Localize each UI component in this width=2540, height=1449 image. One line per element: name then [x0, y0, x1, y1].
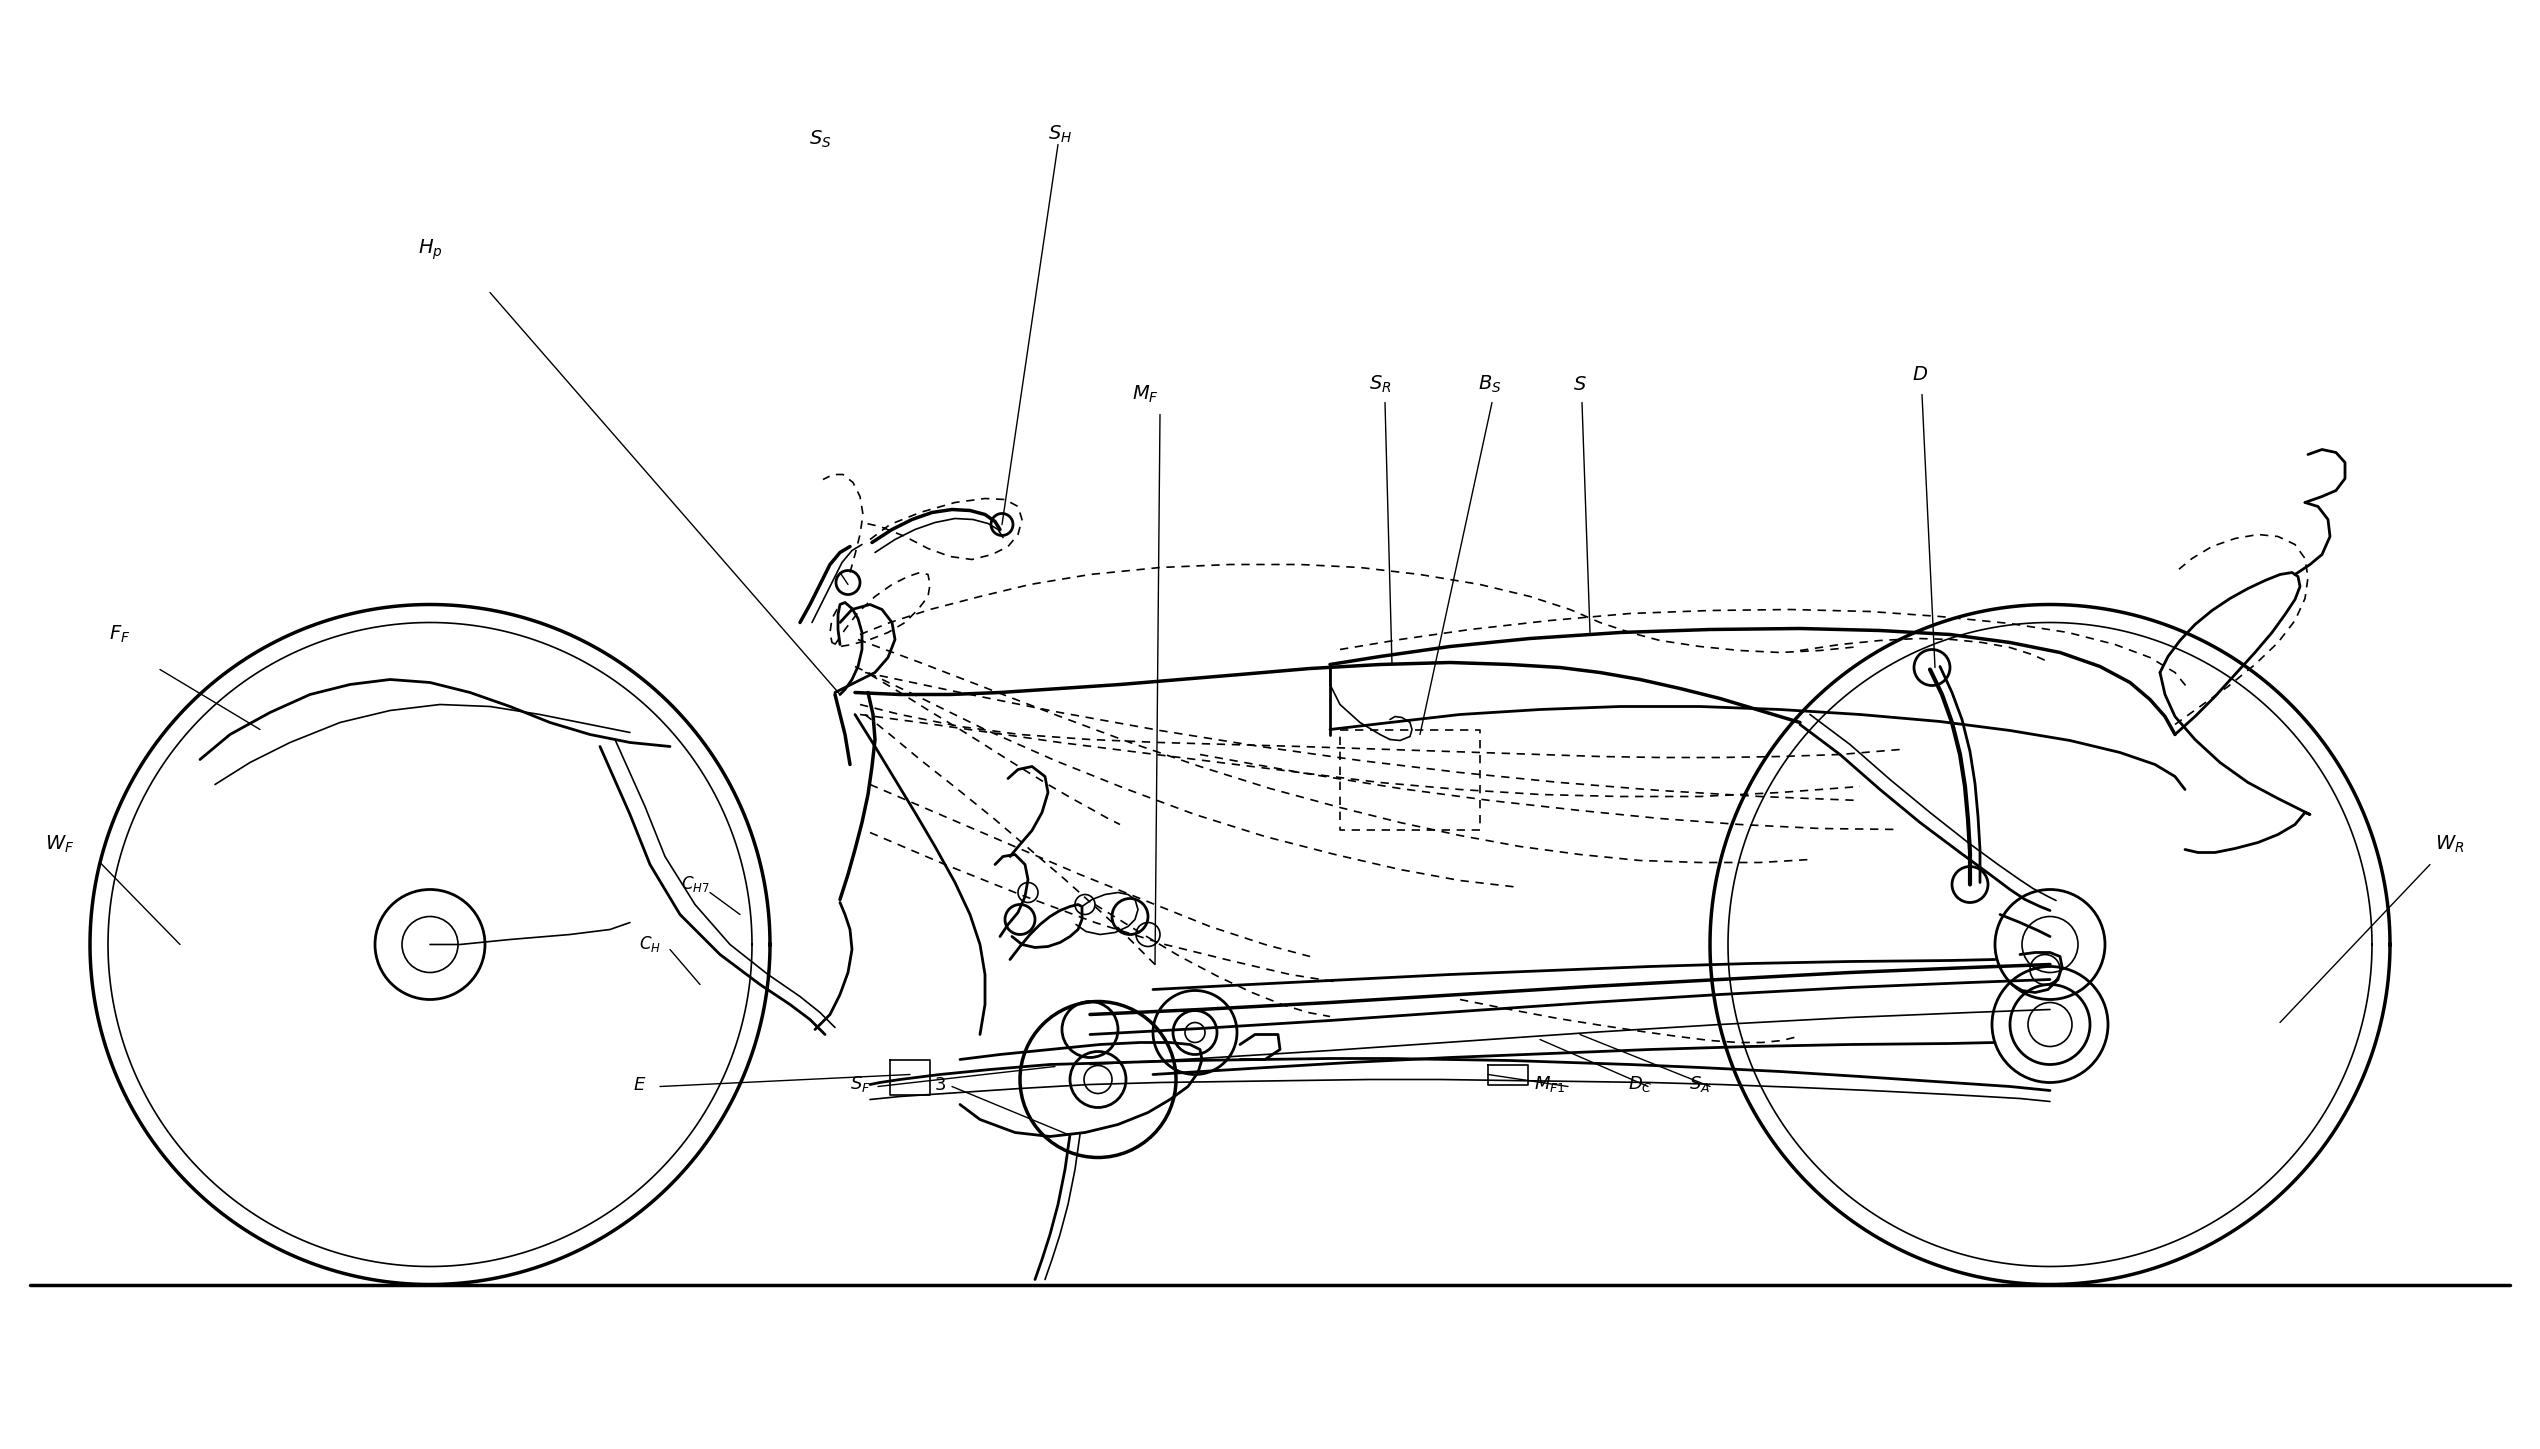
Text: $C_{H7}$: $C_{H7}$: [681, 875, 709, 894]
Text: $S_H$: $S_H$: [1049, 123, 1072, 145]
Text: $W_F$: $W_F$: [46, 833, 74, 855]
Text: $H_p$: $H_p$: [417, 238, 442, 262]
Text: $S_F$: $S_F$: [848, 1075, 871, 1094]
Text: $W_R$: $W_R$: [2436, 833, 2464, 855]
Text: $E$: $E$: [632, 1075, 648, 1094]
Text: $S$: $S$: [1572, 375, 1588, 394]
Text: $S_A$: $S_A$: [1689, 1075, 1709, 1094]
Text: $C_H$: $C_H$: [640, 935, 660, 955]
Text: $B_S$: $B_S$: [1478, 374, 1501, 396]
Text: $M_{F1}$: $M_{F1}$: [1534, 1075, 1565, 1094]
Text: $S_S$: $S_S$: [808, 129, 831, 151]
Text: $F_F$: $F_F$: [109, 625, 130, 645]
Text: $S_R$: $S_R$: [1369, 374, 1392, 396]
Text: $3$: $3$: [935, 1075, 945, 1094]
Text: $D$: $D$: [1913, 365, 1928, 384]
Text: $D_C$: $D_C$: [1628, 1075, 1654, 1094]
Text: $M_F$: $M_F$: [1133, 384, 1158, 406]
